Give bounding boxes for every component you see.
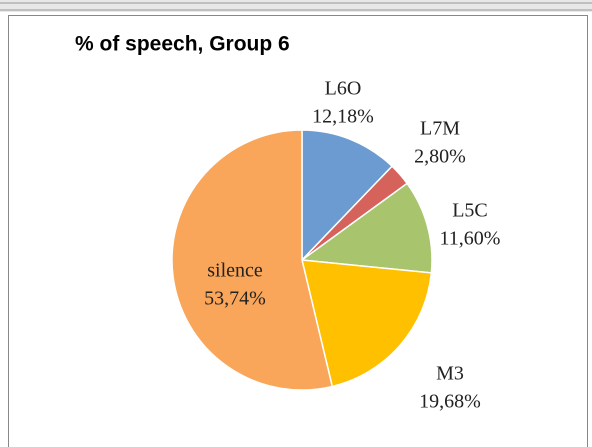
slice-value-label: 19,68% [419, 391, 481, 413]
slice-value-label: 53,74% [204, 288, 266, 310]
pie-slice [299, 182, 433, 274]
pie-slice [301, 259, 433, 388]
slice-value-label: 11,60% [440, 228, 501, 250]
slice-category-label: L5C [452, 200, 488, 222]
slice-category-label: L6O [325, 78, 362, 100]
slice-value-label: 2,80% [414, 146, 466, 168]
slice-value-label: 12,18% [312, 106, 374, 128]
slice-category-label: M3 [436, 363, 464, 385]
slice-category-label: silence [207, 260, 263, 282]
pie-slice [171, 129, 334, 391]
pie-slice [301, 129, 394, 262]
slice-category-label: L7M [420, 118, 460, 140]
chart-title: % of speech, Group 6 [75, 33, 290, 56]
